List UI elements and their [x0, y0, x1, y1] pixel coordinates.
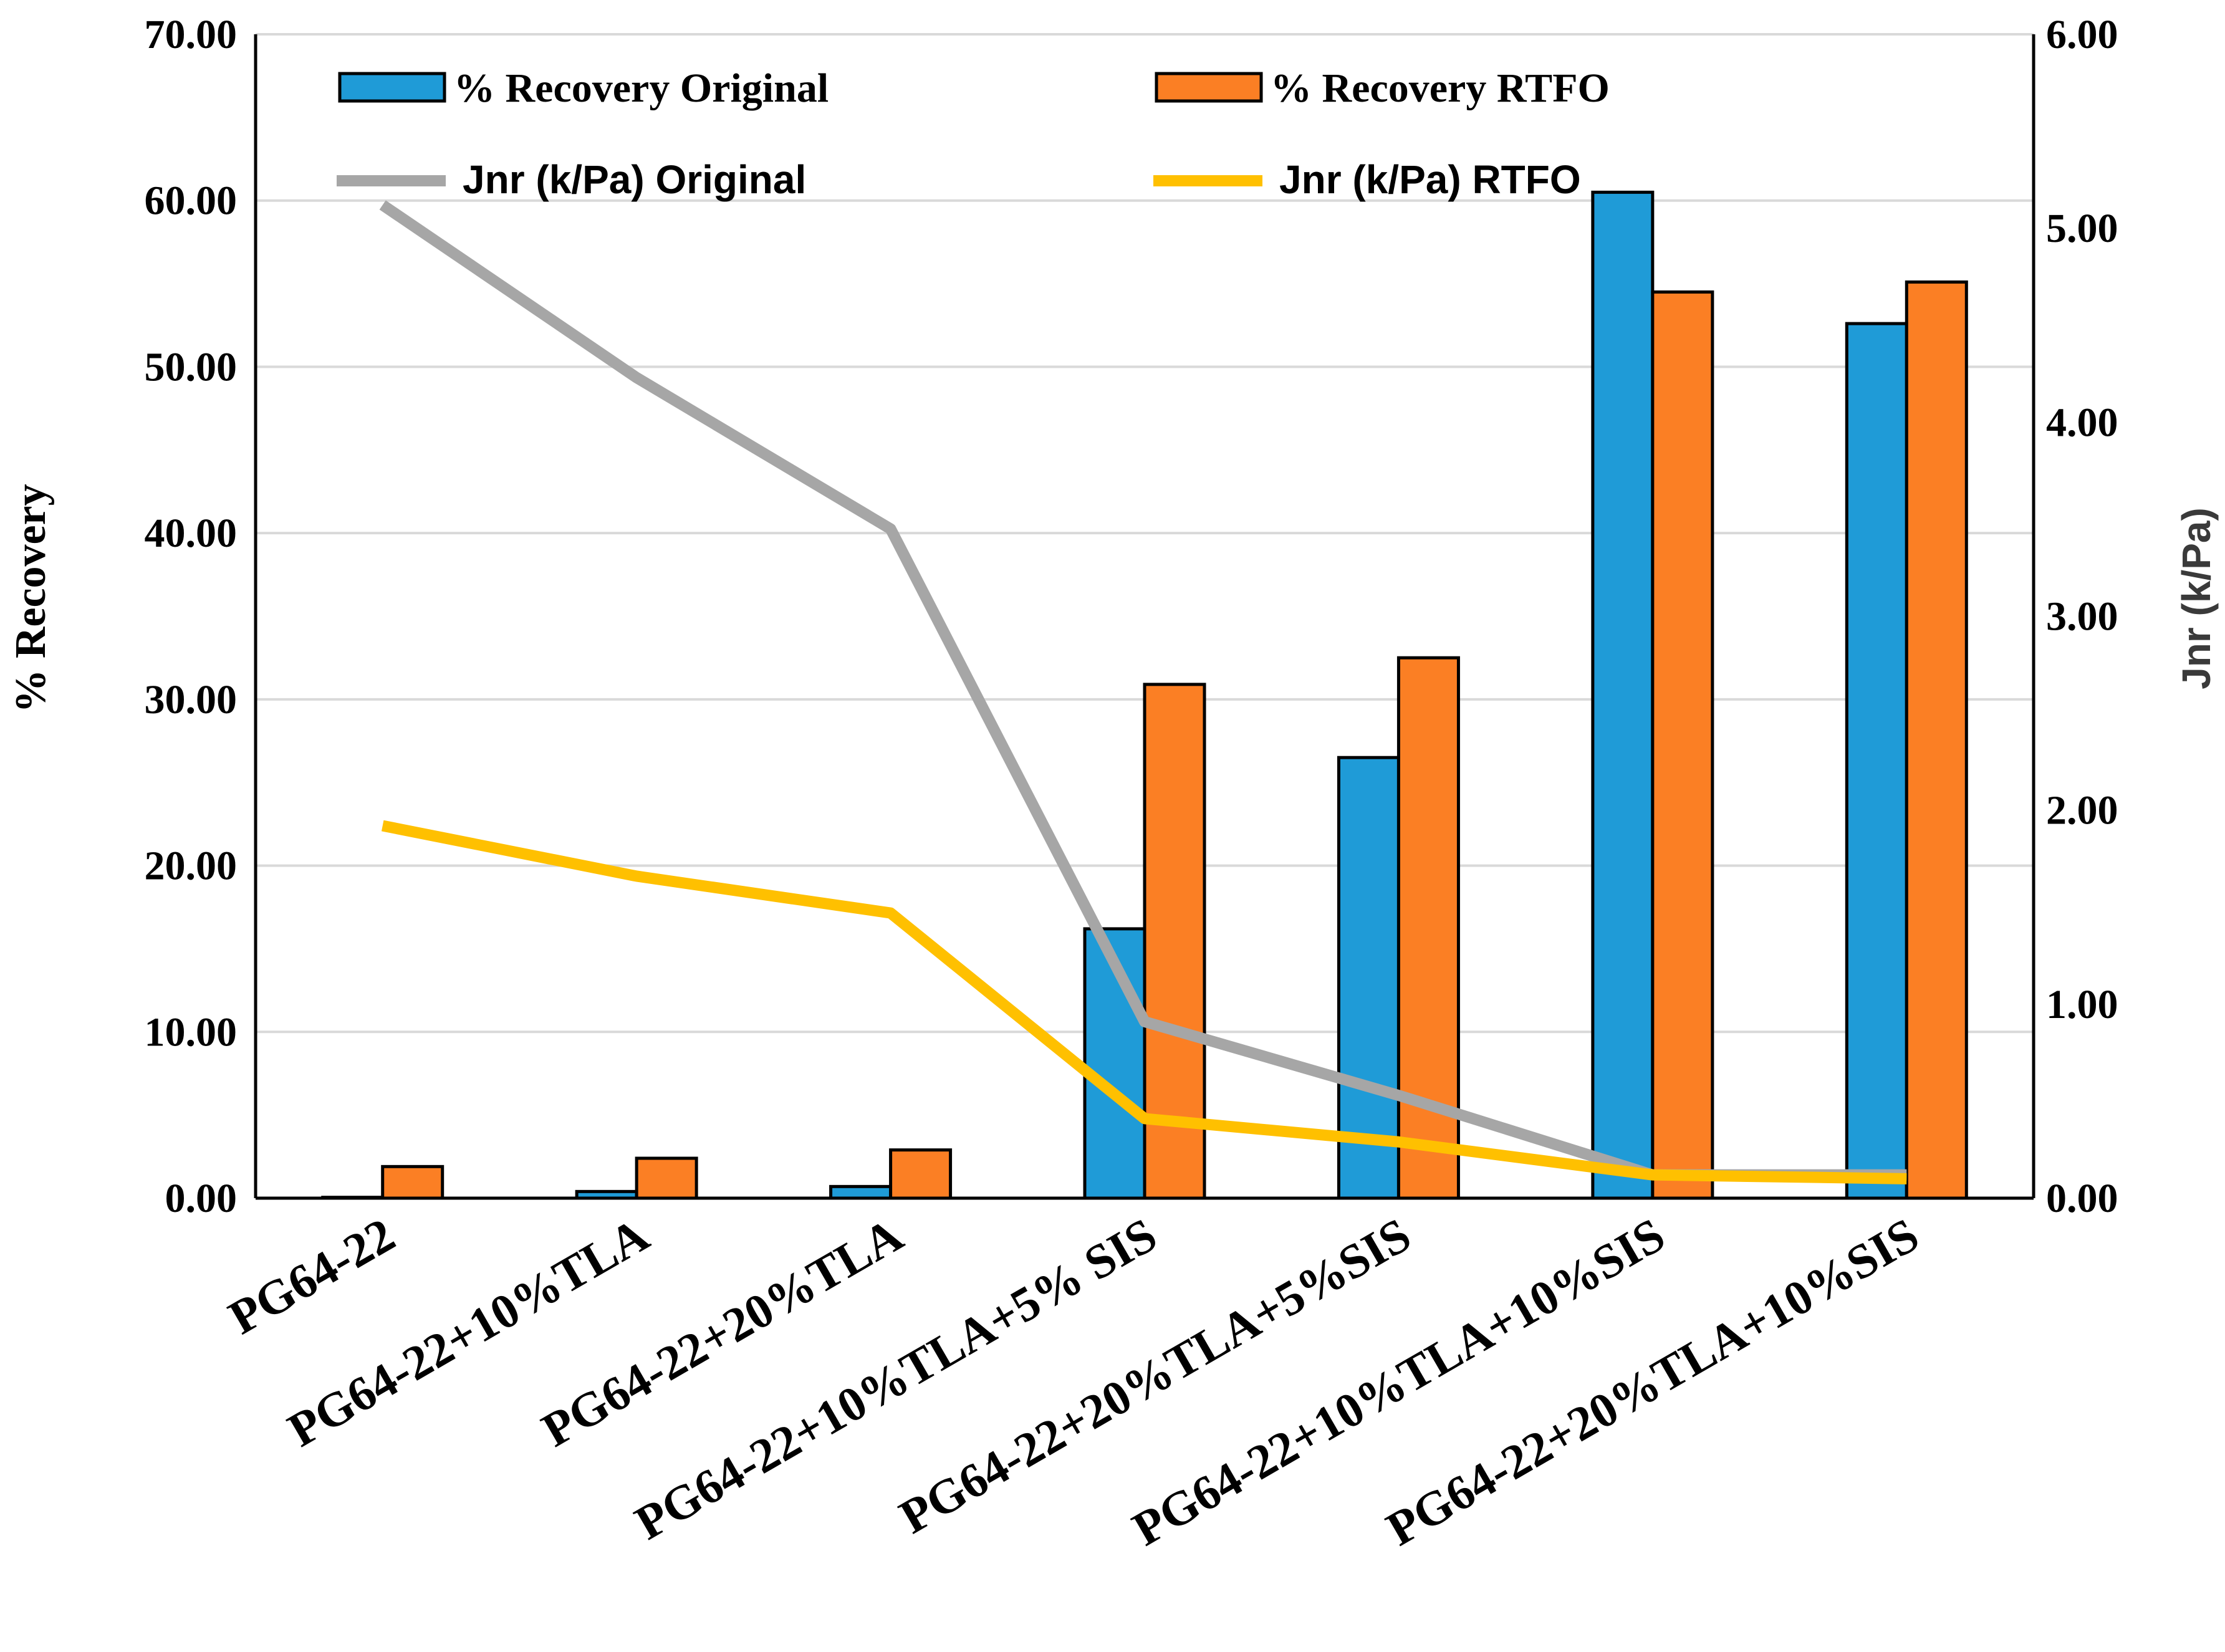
- bars: [321, 190, 1968, 1200]
- bar-recovery-rtfo: [635, 1156, 698, 1200]
- y2-axis-title: Jnr (k/Pa): [2174, 507, 2219, 689]
- y2-tick-label: 3.00: [2046, 594, 2118, 640]
- legend-swatch: [338, 72, 446, 103]
- y-tick-label: 40.00: [145, 511, 238, 556]
- y-tick-label: 0.00: [165, 1176, 238, 1221]
- x-axis-categories: PG64-22PG64-22+10%TLAPG64-22+20%TLAPG64-…: [219, 1207, 1927, 1556]
- y-axis-ticks: 0.00 10.00 20.00 30.00 40.00 50.00 60.00 70.00: [145, 12, 238, 1221]
- bar-recovery-rtfo: [889, 1148, 953, 1200]
- legend-label: Jnr (k/Pa) Original: [463, 157, 806, 202]
- bar-recovery-rtfo: [1143, 683, 1206, 1200]
- legend-label: Jnr (k/Pa) RTFO: [1279, 157, 1581, 202]
- y-tick-label: 20.00: [145, 843, 238, 889]
- lines: [379, 200, 1907, 1184]
- y2-tick-label: 6.00: [2046, 12, 2118, 57]
- y-tick-label: 50.00: [145, 344, 238, 390]
- y-tick-label: 60.00: [145, 178, 238, 224]
- y2-tick-label: 2.00: [2046, 788, 2118, 833]
- axes: [254, 34, 2035, 1200]
- bar-recovery-rtfo: [381, 1165, 445, 1200]
- bar-recovery-original: [829, 1184, 893, 1200]
- y2-tick-label: 1.00: [2046, 982, 2118, 1027]
- y-tick-label: 30.00: [145, 677, 238, 723]
- x-category-label: PG64-22: [219, 1207, 403, 1344]
- y2-tick-label: 5.00: [2046, 206, 2118, 251]
- line-jnr-rtfo: [381, 820, 1907, 1184]
- bar-recovery-rtfo: [1905, 280, 1968, 1200]
- y2-tick-label: 4.00: [2046, 400, 2118, 445]
- y2-axis-ticks: 0.00 1.00 2.00 3.00 4.00 5.00 6.00: [2046, 12, 2118, 1221]
- y-tick-label: 70.00: [145, 12, 238, 57]
- legend-label: % Recovery Original: [454, 65, 829, 111]
- bar-recovery-rtfo: [1651, 290, 1714, 1200]
- y-axis-title: % Recovery: [7, 484, 55, 713]
- y2-tick-label: 0.00: [2046, 1176, 2118, 1221]
- legend-label: % Recovery RTFO: [1271, 65, 1610, 111]
- legend-swatch: [1155, 72, 1263, 103]
- y-tick-label: 10.00: [145, 1009, 238, 1055]
- bar-recovery-original: [1591, 190, 1655, 1200]
- legend: % Recovery Original % Recovery RTFO Jnr (k…: [337, 65, 1610, 202]
- bar-recovery-original: [1845, 322, 1908, 1200]
